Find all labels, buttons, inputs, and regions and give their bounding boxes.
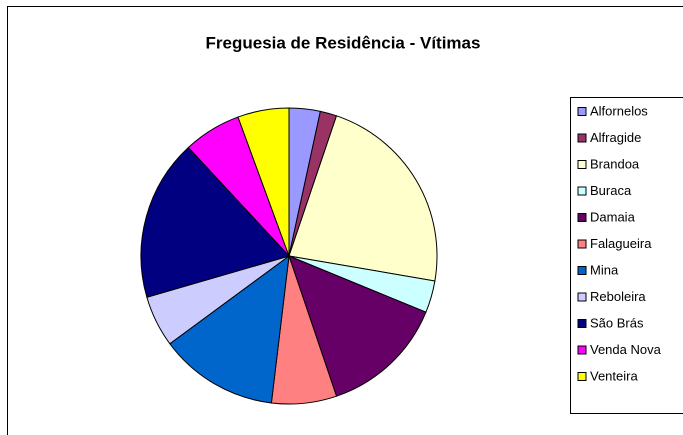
legend-swatch xyxy=(577,345,587,355)
legend-label: Falagueira xyxy=(590,236,652,251)
legend-label: Brandoa xyxy=(590,156,640,171)
pie-slice xyxy=(288,255,427,397)
legend-label: Buraca xyxy=(590,183,632,198)
pie-slice xyxy=(169,254,290,404)
pie-slice xyxy=(140,146,290,298)
legend-swatch xyxy=(577,213,587,222)
legend-swatch xyxy=(577,107,587,116)
pie-slice xyxy=(237,107,290,257)
chart-title: Freguesia de Residência - Vítimas xyxy=(206,33,481,52)
legend xyxy=(570,97,683,414)
legend-label: Venteira xyxy=(590,368,638,383)
legend-swatch xyxy=(577,292,587,302)
legend-swatch xyxy=(577,372,587,381)
legend-swatch xyxy=(577,319,587,328)
legend-swatch xyxy=(577,160,587,169)
legend-label: Alfornelos xyxy=(590,103,648,118)
legend-label: São Brás xyxy=(590,315,644,330)
legend-label: Venda Nova xyxy=(590,342,662,357)
legend-label: Damaia xyxy=(590,209,636,224)
legend-label: Mina xyxy=(590,262,619,277)
legend-swatch xyxy=(577,133,587,143)
legend-swatch xyxy=(577,186,587,196)
legend-label: Reboleira xyxy=(590,289,646,304)
legend-label: Alfragide xyxy=(590,130,641,145)
pie-slice xyxy=(288,115,438,282)
legend-swatch xyxy=(577,239,587,249)
legend-swatch xyxy=(577,266,587,275)
